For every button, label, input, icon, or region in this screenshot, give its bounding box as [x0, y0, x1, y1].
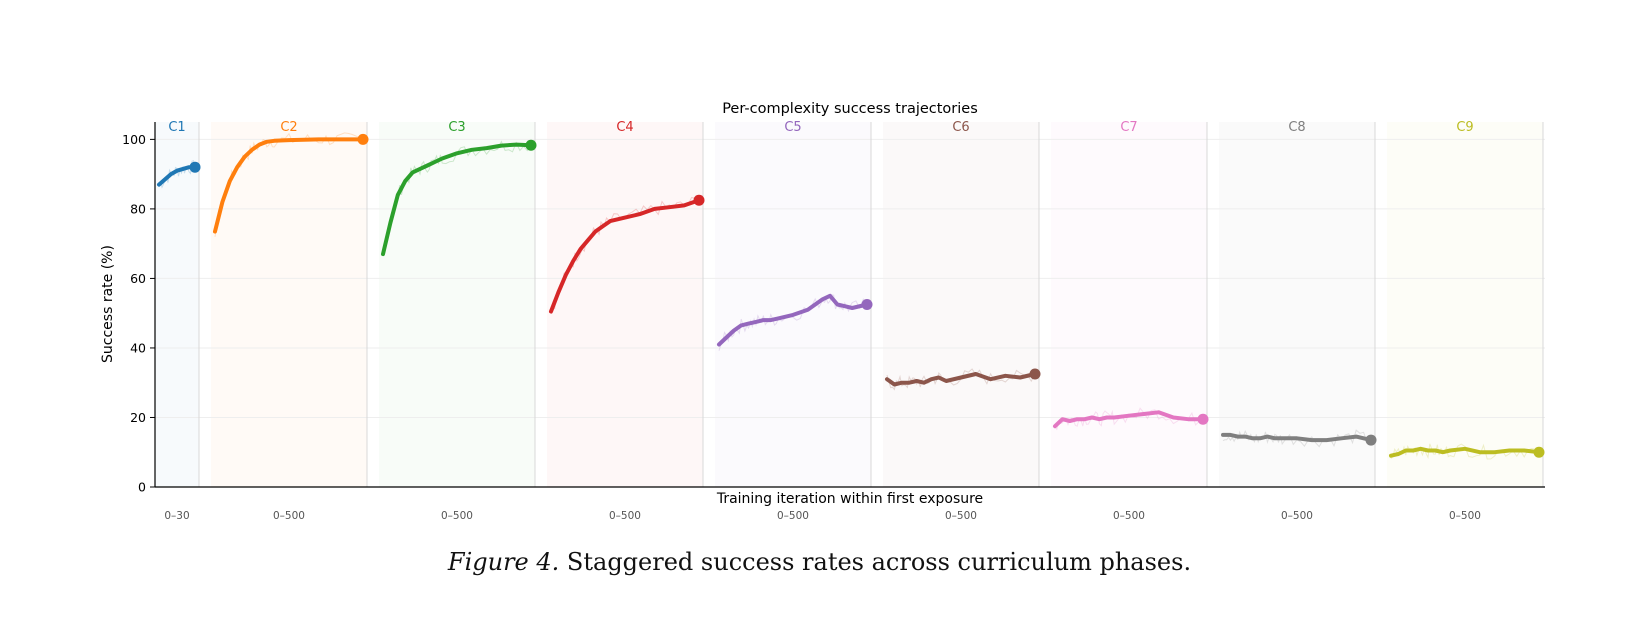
phase-band-c8	[1219, 122, 1375, 487]
phase-label-c4: C4	[616, 120, 633, 135]
range-label-c6: 0–500	[945, 510, 977, 522]
phase-label-c5: C5	[784, 120, 801, 135]
phase-label-c9: C9	[1456, 120, 1473, 135]
raw-trace-c6	[886, 368, 1036, 391]
series-line-c7	[1053, 410, 1205, 429]
phase-label-c8: C8	[1288, 120, 1305, 135]
series-line-c9	[1389, 446, 1541, 458]
range-label-c1: 0–30	[164, 510, 189, 522]
figure-caption: Figure 4. Staggered success rates across…	[0, 548, 1639, 576]
y-tick-label: 20	[130, 410, 146, 425]
series-lines	[157, 133, 1545, 458]
series-line-c5	[717, 293, 869, 347]
phase-label-c2: C2	[280, 120, 297, 135]
series-line-c2	[213, 137, 365, 234]
series-endpoint-c7	[1197, 413, 1209, 425]
phase-band-c5	[715, 122, 871, 487]
y-tick-label: 60	[130, 271, 146, 286]
series-line-c3	[381, 142, 533, 257]
range-label-c5: 0–500	[777, 510, 809, 522]
chart-title: Per-complexity success trajectories	[722, 101, 978, 117]
y-tick-label: 80	[130, 201, 146, 216]
y-axis-label: Success rate (%)	[100, 245, 116, 363]
series-endpoint-c5	[861, 299, 873, 310]
series-line-c4	[549, 198, 701, 314]
y-tick-label: 0	[138, 480, 146, 495]
phase-band-c9	[1387, 122, 1543, 487]
phase-label-c6: C6	[952, 120, 969, 135]
range-label-c9: 0–500	[1449, 510, 1481, 522]
series-endpoint-c4	[693, 194, 705, 206]
phase-band-c7	[1051, 122, 1207, 487]
range-label-c3: 0–500	[441, 510, 473, 522]
figure-label: Figure 4.	[447, 548, 560, 576]
range-label-c8: 0–500	[1281, 510, 1313, 522]
series-endpoint-c2	[357, 133, 369, 145]
x-axis-label: Training iteration within first exposure	[716, 491, 983, 507]
range-label-c4: 0–500	[609, 510, 641, 522]
series-endpoint-c8	[1365, 434, 1377, 446]
phase-band-c3	[379, 122, 535, 487]
phase-band-c1	[155, 122, 199, 487]
series-line-c1	[157, 165, 197, 187]
series-endpoint-c9	[1533, 446, 1545, 458]
axes: 0 20 40 60 80 100	[122, 122, 1545, 495]
phase-label-c1: C1	[168, 120, 185, 135]
phase-separators	[198, 122, 1544, 487]
phase-label-c3: C3	[448, 120, 465, 135]
range-label-c2: 0–500	[273, 510, 305, 522]
caption-text: Staggered success rates across curriculu…	[566, 548, 1192, 576]
range-label-c7: 0–500	[1113, 510, 1145, 522]
y-tick-label: 40	[130, 340, 146, 355]
phase-label-c7: C7	[1120, 120, 1137, 135]
y-tick-label: 100	[122, 132, 146, 147]
series-endpoint-c3	[525, 139, 537, 151]
series-endpoint-c6	[1029, 368, 1041, 380]
phase-band-c2	[211, 122, 367, 487]
series-line-c8	[1221, 432, 1373, 443]
series-line-c6	[885, 372, 1037, 387]
phase-band-c6	[883, 122, 1039, 487]
labels: C1 0–30 C2 0–500 C3 0–500 C4 0–500 C5 0–500 C6 0–50…	[100, 101, 1481, 522]
phase-band-c4	[547, 122, 703, 487]
series-endpoint-c1	[189, 161, 201, 173]
phase-bands	[155, 122, 1543, 487]
